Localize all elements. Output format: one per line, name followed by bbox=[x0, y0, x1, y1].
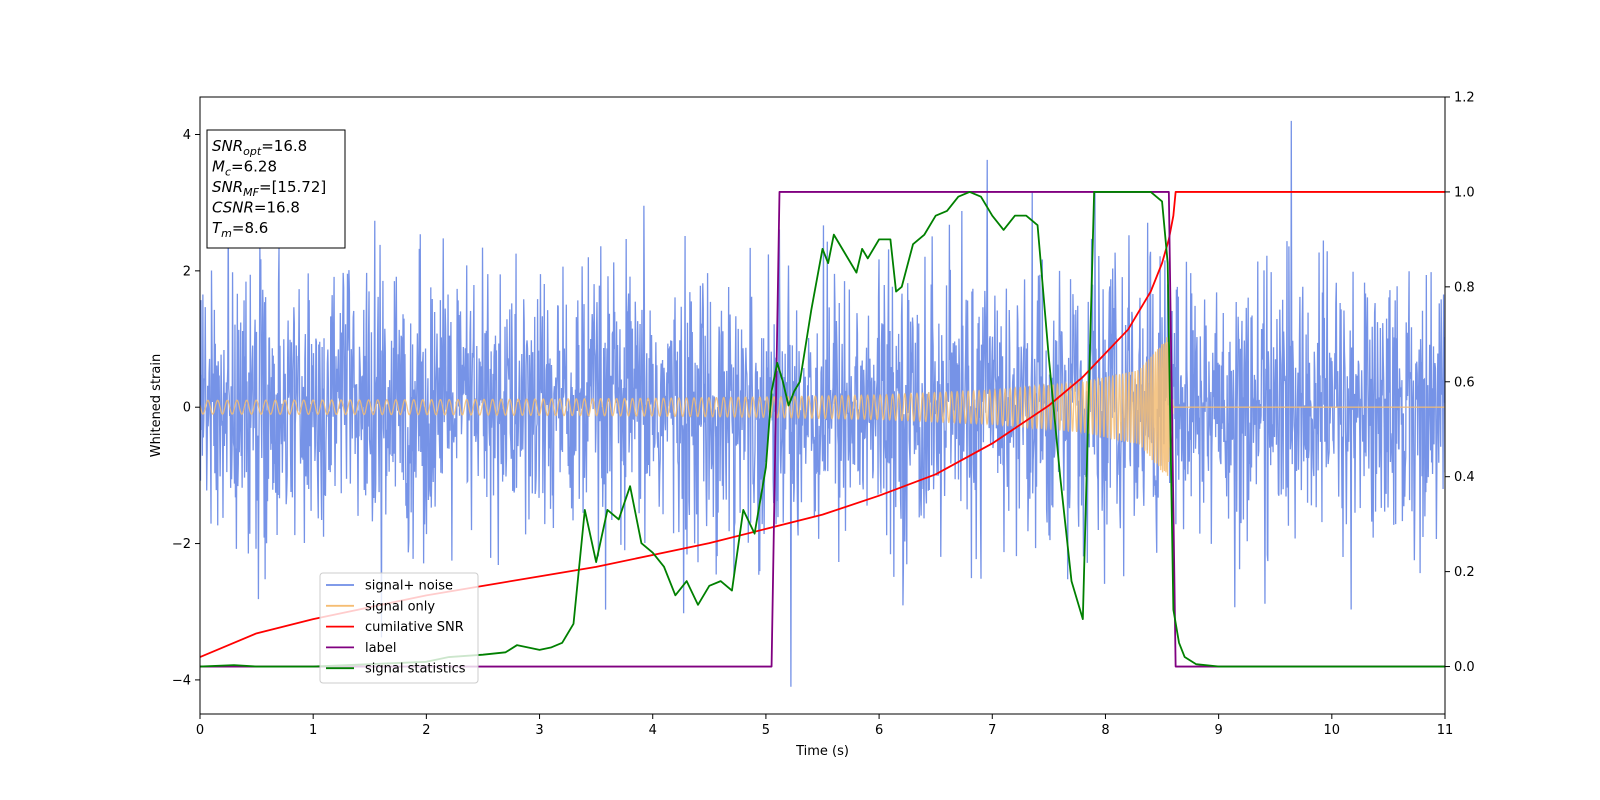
info-box-frame bbox=[206, 129, 346, 249]
legend-entry: signal+ noise bbox=[365, 579, 453, 594]
series-signal-statistics bbox=[200, 191, 1445, 668]
x-tick-label: 9 bbox=[1214, 723, 1222, 738]
x-tick-label: 1 bbox=[309, 723, 317, 738]
y-tick-label: 2 bbox=[183, 264, 191, 279]
x-tick-label: 10 bbox=[1324, 723, 1341, 738]
y-tick-label: −2 bbox=[172, 537, 191, 552]
y-axis-label: Whitened strain bbox=[149, 354, 164, 457]
info-line: CSNR=16.8 bbox=[212, 199, 300, 217]
y-tick-label: 0 bbox=[183, 401, 191, 416]
info-line: Mc=6.28 bbox=[212, 158, 277, 179]
legend-entry: signal only bbox=[365, 599, 435, 614]
x-tick-label: 4 bbox=[649, 723, 657, 738]
info-box: SNRopt=16.8Mc=6.28SNRMF=[15.72]CSNR=16.8… bbox=[206, 129, 346, 249]
x-tick-label: 3 bbox=[535, 723, 543, 738]
y2-tick-label: 0.6 bbox=[1454, 375, 1475, 390]
x-axis-label: Time (s) bbox=[795, 744, 849, 759]
x-tick-label: 2 bbox=[422, 723, 430, 738]
x-tick-label: 6 bbox=[875, 723, 883, 738]
x-tick-label: 11 bbox=[1437, 723, 1454, 738]
y-tick-label: 4 bbox=[183, 128, 191, 143]
info-line: SNRopt=16.8 bbox=[212, 137, 307, 158]
y2-tick-label: 0.0 bbox=[1454, 660, 1475, 675]
plot-frame bbox=[199, 96, 1446, 715]
x-tick-label: 8 bbox=[1101, 723, 1109, 738]
series-signal-only bbox=[200, 337, 1445, 476]
y2-tick-label: 1.2 bbox=[1454, 91, 1475, 106]
y2-tick-label: 0.8 bbox=[1454, 280, 1475, 295]
y2-tick-label: 0.4 bbox=[1454, 470, 1475, 485]
series-signal-noise bbox=[200, 120, 1445, 687]
x-tick-label: 5 bbox=[762, 723, 770, 738]
y-tick-label: −4 bbox=[172, 673, 191, 688]
legend-entry: signal statistics bbox=[365, 662, 466, 677]
y-axis-right: 0.0 0.2 0.4 0.6 0.8 1.0 1.2 bbox=[1445, 91, 1475, 675]
legend: signal+ noise signal only cumilative SNR la… bbox=[319, 572, 479, 684]
x-axis: 0 1 2 3 4 5 6 7 8 9 10 11 bbox=[196, 714, 1453, 738]
legend-frame bbox=[319, 572, 479, 684]
x-tick-label: 0 bbox=[196, 723, 204, 738]
info-line: SNRMF=[15.72] bbox=[212, 178, 326, 199]
y-axis-left: −4 −2 0 2 4 bbox=[172, 128, 200, 688]
y2-tick-label: 1.0 bbox=[1454, 185, 1475, 200]
legend-entry: label bbox=[365, 641, 396, 656]
y2-tick-label: 0.2 bbox=[1454, 565, 1475, 580]
x-tick-label: 7 bbox=[988, 723, 996, 738]
info-line: Tm=8.6 bbox=[212, 219, 268, 240]
legend-entry: cumilative SNR bbox=[365, 620, 464, 635]
